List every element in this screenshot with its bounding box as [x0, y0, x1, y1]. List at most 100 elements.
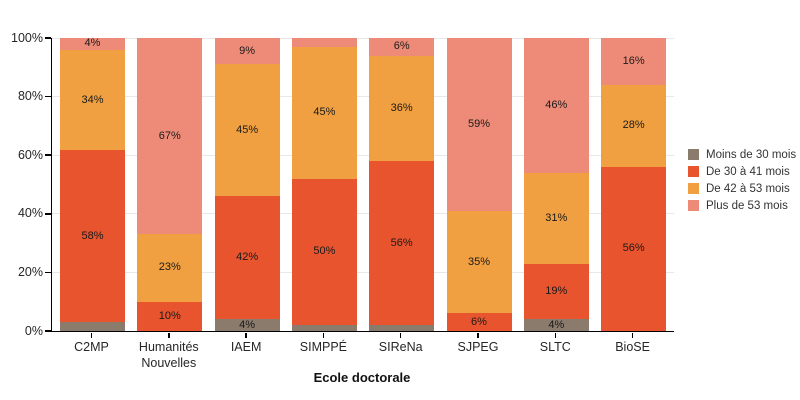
bar: 6% 36% 56% — [369, 38, 435, 331]
x-tick-label: SLTC — [539, 340, 571, 354]
bar-segment: 19% — [523, 263, 589, 320]
bar-segment: 4% — [523, 318, 589, 331]
bar-segment: 23% — [137, 234, 203, 302]
bar-segment — [60, 322, 125, 331]
bar-segment: 50% — [291, 178, 357, 326]
y-axis-tick — [45, 330, 51, 332]
bar-segment-label: 46% — [545, 98, 568, 111]
y-tick-label: 60% — [17, 147, 43, 162]
bar: 16% 28% 56% — [601, 38, 667, 331]
bar-segment-label: 36% — [390, 101, 413, 114]
bar-segment: 4% — [214, 318, 280, 331]
bar-segment-label: 56% — [390, 236, 413, 249]
x-axis-tick — [554, 332, 557, 338]
x-axis-tick — [168, 332, 170, 338]
bar-segment: 34% — [60, 49, 125, 151]
bar-segment: 9% — [214, 38, 280, 65]
legend-swatch — [688, 166, 699, 177]
bar: 67% 23% 10% — [137, 38, 203, 331]
bar-segment-label: 50% — [313, 245, 336, 258]
y-axis-tick — [45, 213, 51, 215]
gridline — [52, 37, 674, 39]
y-tick-label: 40% — [17, 206, 43, 221]
bar-segment-label: 9% — [239, 44, 256, 57]
x-tick-label: C2MP — [74, 340, 109, 354]
x-axis-tick — [245, 332, 247, 338]
bar-segment-label: 4% — [84, 37, 101, 50]
bar-segment-label: 6% — [471, 315, 487, 328]
legend-label: Moins de 30 mois — [706, 148, 797, 161]
bar-segment: 36% — [369, 55, 435, 162]
bar-segment-label: 10% — [158, 309, 181, 322]
bar-segment — [291, 325, 357, 331]
x-tick-label: SIReNa — [378, 340, 423, 354]
bar-segment-label: 42% — [236, 251, 259, 264]
legend-item: De 30 à 41 mois — [688, 165, 796, 178]
bar-segment: 58% — [60, 150, 125, 323]
bar-segment: 42% — [214, 196, 280, 320]
bar: 59% 35% 6% — [446, 38, 512, 331]
x-tick-label: BioSE — [615, 340, 650, 354]
bar-segment: 6% — [369, 38, 435, 56]
bar-segment: 45% — [291, 46, 357, 179]
x-axis-tick — [631, 332, 634, 338]
gridline — [52, 96, 674, 98]
bar-segment-label: 16% — [622, 54, 645, 67]
bar-segment: 10% — [137, 301, 203, 331]
bar-segment-label: 67% — [158, 129, 181, 142]
bar-segment-label: 31% — [545, 211, 568, 224]
y-axis-tick — [45, 271, 51, 274]
bar-segment: 56% — [601, 166, 667, 331]
bar-segment-label: 56% — [622, 242, 645, 255]
bar-segment-label: 4% — [239, 318, 256, 331]
legend: Moins de 30 mois De 30 à 41 mois De 42 à 5… — [688, 148, 796, 212]
x-axis-title: Ecole doctorale — [313, 370, 411, 385]
bar-segment — [369, 325, 435, 331]
x-axis-tick — [90, 332, 93, 338]
bar-segment: 4% — [60, 38, 125, 50]
bar-segment: 35% — [446, 210, 512, 314]
gridline — [52, 271, 674, 273]
legend-swatch — [688, 200, 699, 211]
y-axis-tick — [45, 95, 51, 98]
bar-segment-label: 19% — [545, 284, 568, 297]
bar: 46% 31% 19% 4% — [523, 38, 589, 331]
bar-segment: 67% — [137, 38, 203, 235]
bar-segment-label: 28% — [622, 119, 645, 132]
bar-segment: 45% — [214, 64, 280, 197]
y-tick-label: 0% — [24, 323, 43, 338]
bar-segment: 28% — [601, 84, 667, 167]
legend-item: Plus de 53 mois — [688, 199, 796, 212]
bar: 45% 50% — [291, 38, 357, 331]
legend-item: Moins de 30 mois — [688, 148, 796, 161]
y-tick-label: 80% — [17, 89, 43, 104]
gridline — [52, 154, 674, 156]
x-axis-tick — [399, 332, 402, 338]
y-axis-tick — [45, 154, 51, 156]
bar-segment-label: 34% — [81, 93, 104, 106]
bar: 4% 34% 58% — [60, 38, 125, 331]
x-axis-tick — [322, 332, 325, 338]
bar-segment: 16% — [601, 38, 667, 85]
bar-segment: 56% — [369, 161, 435, 326]
bar-segment: 46% — [523, 38, 589, 173]
bar: 9% 45% 42% 4% — [214, 38, 280, 331]
bar-segment: 6% — [446, 313, 512, 331]
legend-label: Plus de 53 mois — [706, 199, 788, 212]
legend-label: De 42 à 53 mois — [706, 182, 790, 195]
bar-segment-label: 4% — [548, 318, 565, 331]
bar-segment-label: 35% — [467, 255, 491, 268]
plot-area: 4% 34% 58% 67% 23% 10% 9% 45% 42% 4% 45% 50% 6% 36% 56… — [51, 37, 674, 332]
y-axis-tick — [45, 37, 51, 39]
gridline — [52, 213, 674, 215]
bar-segment: 59% — [446, 38, 512, 211]
bar-segment-label: 45% — [236, 123, 259, 136]
bar-segment — [291, 38, 357, 47]
x-tick-label: IAEM — [230, 340, 262, 354]
legend-swatch — [688, 149, 699, 160]
legend-swatch — [688, 183, 699, 194]
x-tick-label: SIMPPÉ — [299, 340, 348, 354]
y-tick-label: 100% — [11, 30, 43, 45]
bar-segment-label: 23% — [158, 261, 181, 274]
x-tick-label: SJPEG — [457, 340, 499, 354]
